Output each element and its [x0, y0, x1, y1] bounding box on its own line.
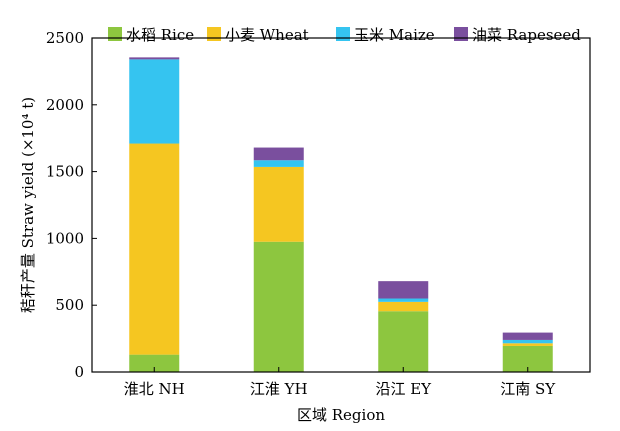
y-tick-label-3: 1500 — [46, 163, 84, 181]
axes: 0 500 1000 1500 2000 2500 淮北 NH 江淮 YH 沿江 EY 江南 SY — [46, 29, 591, 398]
bar-segment-0-3 — [129, 57, 180, 60]
bar-segment-1-0 — [253, 241, 304, 372]
y-tick-label-2: 1000 — [46, 229, 84, 247]
legend-label-3: 油菜 Rapeseed — [472, 26, 581, 44]
legend-swatch-2 — [336, 27, 350, 41]
legend-swatch-1 — [207, 27, 221, 41]
bar-segment-3-3 — [502, 332, 553, 340]
y-tick-label-0: 0 — [74, 363, 84, 381]
y-tick-label-4: 2000 — [46, 96, 84, 114]
bar-segment-1-3 — [253, 147, 304, 161]
bar-segment-1-1 — [253, 166, 304, 242]
bar-segment-2-2 — [378, 298, 429, 302]
legend-swatch-0 — [108, 27, 122, 41]
bar-segment-1-2 — [253, 160, 304, 167]
x-tick-label-2: 沿江 EY — [375, 380, 432, 398]
bar-segment-2-1 — [378, 301, 429, 312]
legend-label-0: 水稻 Rice — [126, 26, 194, 44]
bar-segment-2-3 — [378, 281, 429, 299]
bar-segment-0-0 — [129, 354, 180, 372]
bar-segment-3-1 — [502, 343, 553, 346]
bar-segment-3-2 — [502, 339, 553, 344]
x-axis-title: 区域 Region — [297, 406, 385, 424]
bars — [129, 57, 553, 372]
bar-segment-0-1 — [129, 143, 180, 355]
x-tick-label-1: 江淮 YH — [250, 380, 308, 398]
x-tick-label-0: 淮北 NH — [124, 380, 185, 398]
plot-frame — [91, 37, 591, 373]
x-tick-label-3: 江南 SY — [500, 380, 556, 398]
bar-segment-2-0 — [378, 311, 429, 372]
y-tick-label-5: 2500 — [46, 29, 84, 47]
legend: 水稻 Rice 小麦 Wheat 玉米 Maize 油菜 Rapeseed — [108, 26, 581, 44]
legend-label-1: 小麦 Wheat — [225, 26, 309, 44]
legend-swatch-3 — [454, 27, 468, 41]
y-tick-label-1: 500 — [55, 296, 84, 314]
y-axis-title: 秸秆产量 Straw yield (×10⁴ t) — [19, 97, 37, 313]
legend-label-2: 玉米 Maize — [354, 26, 435, 44]
bar-segment-0-2 — [129, 59, 180, 144]
